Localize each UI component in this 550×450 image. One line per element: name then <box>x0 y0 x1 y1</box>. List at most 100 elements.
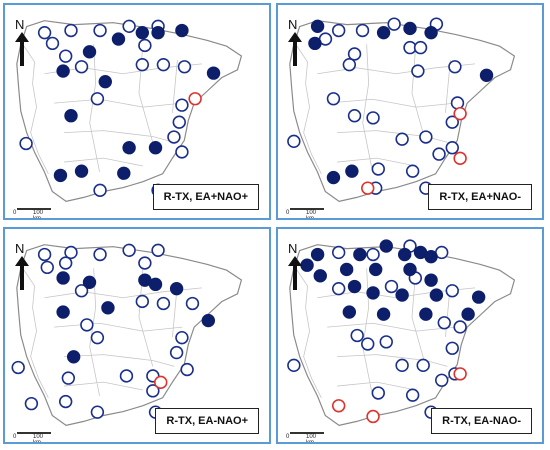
station-marker-open <box>93 247 107 262</box>
station-marker-open <box>435 373 449 387</box>
north-label: N <box>15 17 25 32</box>
scale-km: 100 km <box>306 210 317 220</box>
station-marker-open <box>342 58 357 72</box>
station-marker-open <box>379 335 393 349</box>
station-marker-open <box>122 243 136 257</box>
station-marker-filled <box>101 301 115 315</box>
map-panel-3: N 0 100 km R-TX, EA-NAO+ <box>3 227 271 444</box>
station-marker-open <box>167 130 181 144</box>
scale-bar-line <box>290 432 324 434</box>
station-marker-filled <box>117 166 131 180</box>
scale-bar-line <box>290 208 324 210</box>
map-panel-2: N 0 100 km R-TX, EA+NAO- <box>276 3 544 220</box>
station-marker-filled <box>379 239 393 253</box>
station-marker-filled <box>308 36 322 51</box>
station-marker-open <box>347 47 362 61</box>
scale-km: 100 km <box>33 210 44 220</box>
station-marker-open <box>11 360 25 375</box>
scale-zero: 0 <box>286 210 290 216</box>
coastline-west <box>295 44 322 175</box>
station-marker-filled <box>376 26 391 40</box>
station-marker-open <box>287 134 301 149</box>
iberia-map <box>287 17 516 202</box>
scale-bar-line <box>17 208 51 210</box>
iberia-map <box>287 239 516 426</box>
station-marker-filled <box>429 288 444 302</box>
station-marker-open <box>326 92 341 106</box>
scale-km: 100 km <box>33 434 44 444</box>
station-marker-filled <box>471 290 486 304</box>
station-marker-open <box>93 23 107 38</box>
station-marker-open <box>384 279 399 294</box>
station-marker-filled <box>376 307 391 321</box>
station-marker-red <box>453 151 467 165</box>
station-marker-open <box>411 64 425 78</box>
station-marker-filled <box>201 313 216 328</box>
map-panel-1: N 0 100 km R-TX, EA+NAO+ <box>3 3 271 220</box>
north-label: N <box>288 241 298 256</box>
station-marker-filled <box>74 164 89 178</box>
station-marker-open <box>64 23 78 38</box>
station-marker-filled <box>169 282 184 296</box>
map-panel-4: N 0 100 km R-TX, EA-NAO- <box>276 227 544 444</box>
station-marker-open <box>135 294 150 309</box>
station-marker-open <box>180 362 194 377</box>
iberia-map <box>16 19 243 202</box>
north-arrow-icon <box>15 256 29 290</box>
station-marker-open <box>445 115 459 129</box>
station-marker-open <box>80 318 94 332</box>
station-marker-filled <box>111 32 126 46</box>
station-marker-filled <box>479 68 494 82</box>
station-marker-red <box>453 367 467 381</box>
station-marker-open <box>175 98 189 112</box>
station-marker-filled <box>175 23 189 38</box>
station-marker-filled <box>347 279 362 294</box>
station-marker-open <box>156 296 171 311</box>
station-marker-red <box>361 181 375 195</box>
station-marker-open <box>413 40 428 55</box>
station-marker-open <box>355 23 370 38</box>
station-marker-open <box>61 371 76 385</box>
station-marker-filled <box>66 350 81 364</box>
station-marker-filled <box>403 21 417 36</box>
station-marker-open <box>146 384 160 398</box>
station-marker-open <box>64 245 78 260</box>
station-marker-open <box>45 36 60 51</box>
station-marker-filled <box>148 277 163 292</box>
station-marker-open <box>156 58 171 72</box>
station-marker-open <box>138 38 152 53</box>
station-marker-filled <box>369 262 383 277</box>
coastline-west <box>22 268 49 399</box>
station-marker-open <box>347 109 362 123</box>
station-marker-open <box>151 243 165 257</box>
station-marker-open <box>445 284 459 298</box>
station-marker-filled <box>342 305 357 319</box>
station-marker-open <box>445 141 459 155</box>
station-marker-open <box>331 245 346 260</box>
station-marker-open <box>177 60 192 74</box>
station-marker-filled <box>424 26 438 40</box>
station-marker-open <box>287 358 301 373</box>
north-arrow-icon <box>288 32 302 66</box>
station-marker-filled <box>64 109 78 123</box>
station-marker-open <box>448 60 462 74</box>
station-marker-red <box>188 92 202 106</box>
north-arrow: N <box>13 241 35 291</box>
scale-bar-line <box>17 432 51 434</box>
station-marker-open <box>172 115 186 129</box>
station-marker-filled <box>151 26 165 40</box>
station-marker-filled <box>98 74 112 89</box>
station-marker-open <box>445 341 459 355</box>
station-marker-red <box>366 409 380 424</box>
north-arrow: N <box>286 241 308 291</box>
station-marker-filled <box>424 250 438 264</box>
coastline-west <box>22 44 49 175</box>
station-marker-open <box>371 386 385 400</box>
station-marker-open <box>74 284 89 298</box>
station-marker-open <box>437 316 451 330</box>
panel-label: R-TX, EA+NAO- <box>428 184 532 210</box>
station-marker-red <box>154 375 168 389</box>
station-marker-open <box>331 282 346 296</box>
station-marker-filled <box>310 19 325 33</box>
station-marker-filled <box>313 269 327 283</box>
